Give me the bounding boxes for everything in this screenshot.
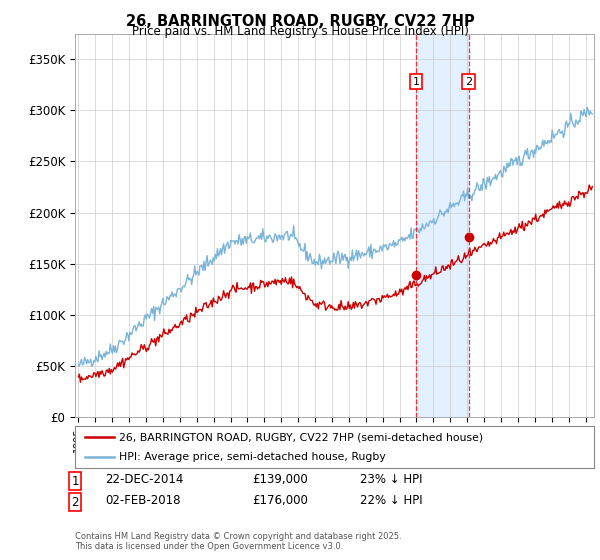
Text: 23% ↓ HPI: 23% ↓ HPI (360, 473, 422, 486)
Text: £139,000: £139,000 (252, 473, 308, 486)
Text: 02-FEB-2018: 02-FEB-2018 (105, 494, 181, 507)
Text: £176,000: £176,000 (252, 494, 308, 507)
Text: Price paid vs. HM Land Registry's House Price Index (HPI): Price paid vs. HM Land Registry's House … (131, 25, 469, 38)
Text: Contains HM Land Registry data © Crown copyright and database right 2025.
This d: Contains HM Land Registry data © Crown c… (75, 532, 401, 552)
Text: 22% ↓ HPI: 22% ↓ HPI (360, 494, 422, 507)
Text: 22-DEC-2014: 22-DEC-2014 (105, 473, 184, 486)
Text: 26, BARRINGTON ROAD, RUGBY, CV22 7HP: 26, BARRINGTON ROAD, RUGBY, CV22 7HP (125, 14, 475, 29)
Text: 2: 2 (465, 77, 472, 87)
Text: 26, BARRINGTON ROAD, RUGBY, CV22 7HP (semi-detached house): 26, BARRINGTON ROAD, RUGBY, CV22 7HP (se… (119, 432, 483, 442)
Text: 2: 2 (71, 496, 79, 508)
Text: HPI: Average price, semi-detached house, Rugby: HPI: Average price, semi-detached house,… (119, 452, 386, 462)
Text: 1: 1 (412, 77, 419, 87)
Text: 1: 1 (71, 475, 79, 488)
Bar (416, 34, 469, 417)
